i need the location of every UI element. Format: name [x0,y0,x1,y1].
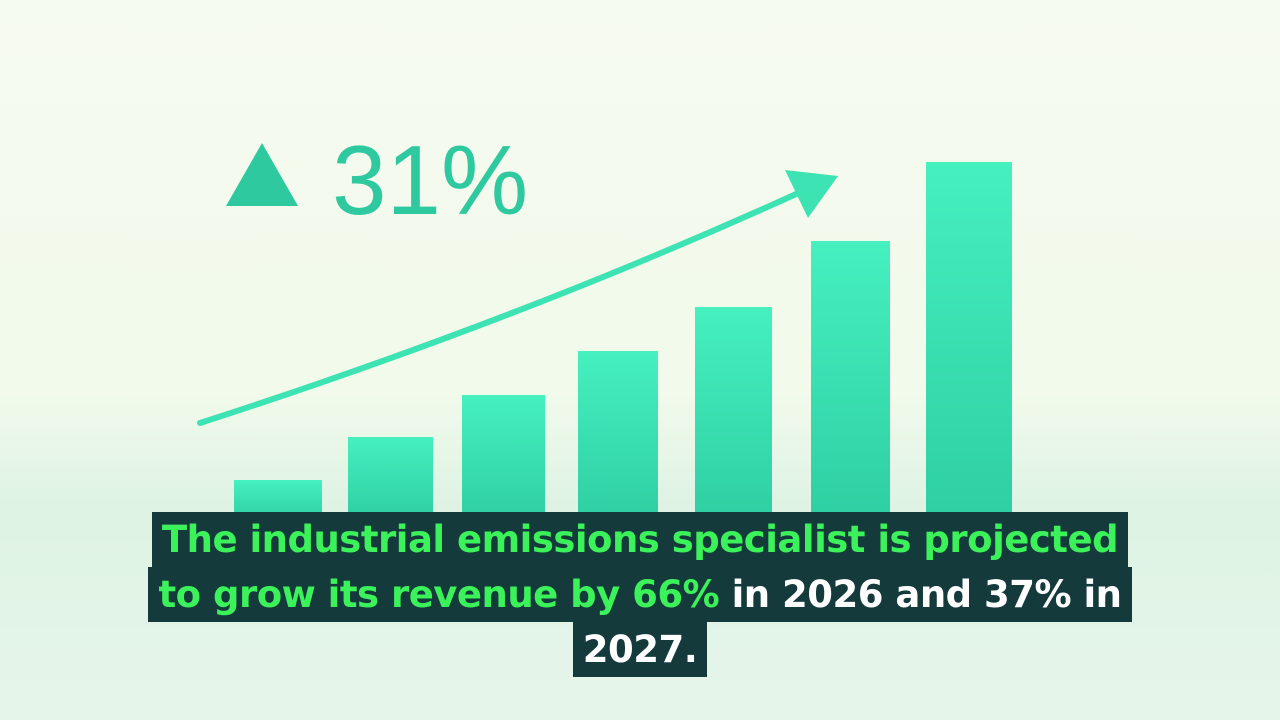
caption-text: in 2026 and 37% in [719,573,1122,616]
caption-line: 2027. [572,622,708,677]
bar [811,241,890,520]
bar [462,395,545,520]
bar [348,437,433,520]
caption: The industrial emissions specialist is p… [0,512,1280,677]
arrow-head [785,170,838,218]
headline-percent: 31% [332,125,528,235]
trend-arrow [197,187,808,426]
caption-text: to grow its revenue by 66% [158,573,720,616]
caption-line: to grow its revenue by 66% in 2026 and 3… [148,567,1132,622]
caption-line: The industrial emissions specialist is p… [151,512,1129,567]
bar [578,351,658,520]
caption-text: The industrial emissions specialist is p… [161,518,1119,561]
up-triangle [226,143,298,206]
bar [926,162,1012,520]
bars [234,162,1012,520]
caption-text: 2027. [582,628,698,671]
bar [695,307,772,520]
